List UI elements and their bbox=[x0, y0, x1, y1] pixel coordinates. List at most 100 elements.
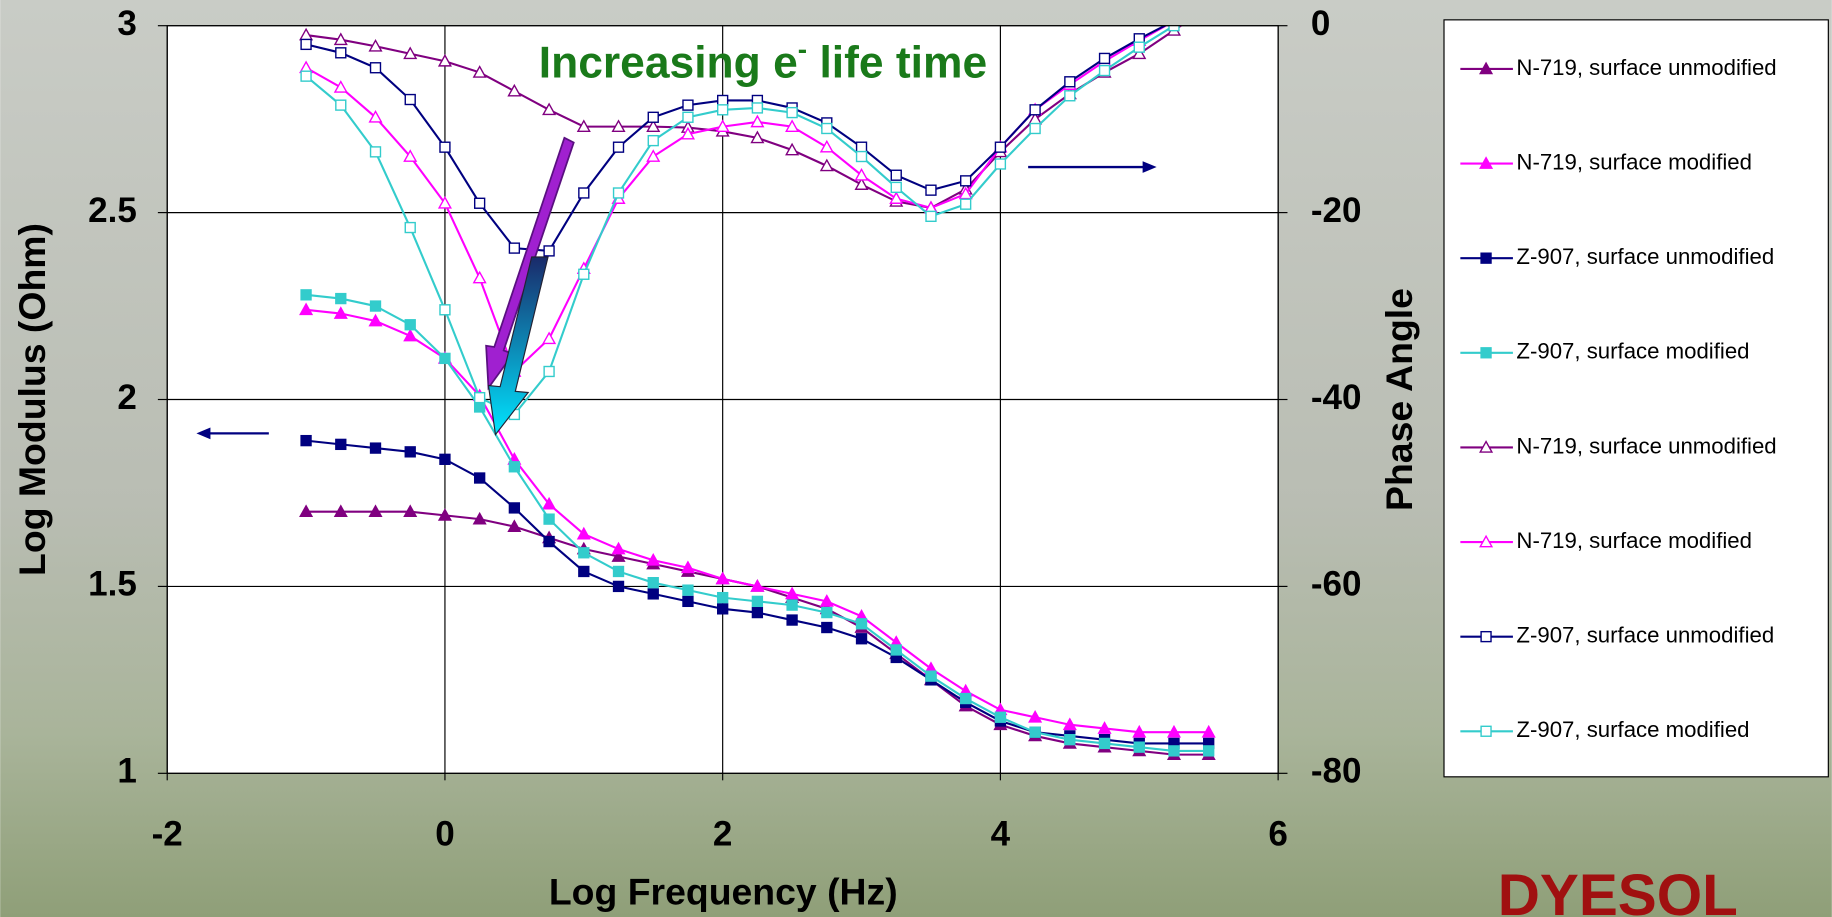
marker bbox=[1098, 52, 1111, 65]
marker bbox=[300, 434, 312, 447]
marker bbox=[369, 62, 382, 74]
marker bbox=[680, 126, 695, 140]
marker bbox=[508, 242, 521, 254]
marker bbox=[473, 472, 486, 484]
marker bbox=[647, 111, 659, 123]
y2-axis-title: Phase Angle bbox=[1378, 288, 1420, 511]
marker bbox=[1062, 717, 1077, 731]
marker bbox=[404, 221, 416, 234]
marker bbox=[682, 584, 694, 596]
marker bbox=[1133, 741, 1145, 753]
axis-arrow-head bbox=[1142, 161, 1157, 173]
marker bbox=[612, 187, 625, 199]
legend-marker bbox=[1479, 534, 1494, 548]
marker bbox=[1029, 104, 1041, 116]
legend-marker bbox=[1480, 347, 1492, 359]
y2-tick-label: -40 bbox=[1311, 378, 1362, 417]
y2-tick-label: -80 bbox=[1311, 752, 1362, 791]
marker bbox=[925, 184, 937, 196]
marker bbox=[994, 158, 1007, 170]
marker bbox=[647, 588, 659, 600]
x-tick-label: 4 bbox=[991, 815, 1011, 854]
legend-marker bbox=[1479, 440, 1494, 453]
marker bbox=[647, 577, 659, 589]
marker bbox=[785, 142, 800, 156]
marker bbox=[1098, 737, 1111, 750]
marker bbox=[819, 158, 834, 172]
legend-label: Z-907, surface unmodified bbox=[1516, 623, 1774, 648]
marker bbox=[751, 606, 764, 619]
marker bbox=[680, 560, 695, 574]
marker bbox=[785, 119, 800, 133]
marker bbox=[439, 453, 451, 465]
legend-marker bbox=[1480, 252, 1492, 264]
marker bbox=[403, 504, 418, 518]
marker bbox=[1201, 724, 1216, 738]
y2-tick-label: -60 bbox=[1311, 565, 1362, 604]
marker bbox=[890, 644, 902, 656]
marker bbox=[578, 187, 590, 199]
legend-marker bbox=[1479, 156, 1494, 169]
marker bbox=[439, 141, 451, 153]
legend-label: N-719, surface unmodified bbox=[1516, 55, 1776, 80]
marker bbox=[717, 104, 729, 116]
marker bbox=[1168, 25, 1180, 32]
marker bbox=[854, 167, 869, 181]
marker bbox=[682, 111, 694, 123]
marker bbox=[646, 552, 661, 566]
x-tick-label: -2 bbox=[152, 815, 183, 854]
marker bbox=[1064, 90, 1076, 102]
marker bbox=[403, 46, 418, 60]
marker bbox=[335, 438, 347, 451]
marker bbox=[855, 141, 868, 153]
marker bbox=[925, 670, 937, 682]
y-tick-label: 2 bbox=[117, 378, 136, 417]
marker bbox=[1166, 724, 1182, 738]
marker bbox=[333, 306, 348, 319]
logo: DYESOL bbox=[1498, 863, 1738, 917]
marker bbox=[819, 139, 834, 153]
life-time-arrow bbox=[487, 256, 549, 436]
marker bbox=[751, 595, 764, 608]
marker bbox=[1203, 745, 1215, 757]
marker bbox=[437, 195, 452, 209]
marker bbox=[543, 535, 555, 548]
marker bbox=[682, 595, 694, 608]
marker bbox=[1029, 122, 1041, 135]
legend-marker bbox=[1480, 630, 1492, 643]
marker bbox=[854, 177, 869, 190]
legend-label: Z-907, surface unmodified bbox=[1516, 244, 1774, 269]
marker bbox=[404, 319, 416, 331]
marker bbox=[333, 504, 348, 518]
legend-label: Z-907, surface modified bbox=[1516, 339, 1749, 364]
marker bbox=[472, 511, 487, 525]
y2-tick-label: 0 bbox=[1311, 4, 1330, 43]
marker bbox=[368, 504, 383, 518]
y2-tick-label: -20 bbox=[1311, 191, 1362, 230]
marker bbox=[1028, 709, 1043, 723]
marker bbox=[576, 526, 591, 540]
marker bbox=[542, 102, 557, 116]
marker bbox=[646, 149, 661, 162]
marker bbox=[472, 270, 487, 284]
plot-frame bbox=[166, 25, 1279, 774]
y-tick-label: 1.5 bbox=[88, 565, 137, 604]
marker bbox=[472, 65, 487, 78]
marker bbox=[439, 304, 451, 316]
marker bbox=[611, 549, 626, 562]
marker bbox=[786, 106, 798, 119]
marker bbox=[542, 496, 557, 510]
marker bbox=[717, 603, 729, 615]
marker bbox=[821, 606, 833, 619]
marker bbox=[543, 513, 555, 525]
marker bbox=[819, 594, 834, 607]
marker bbox=[994, 711, 1007, 723]
marker bbox=[1064, 76, 1076, 88]
marker bbox=[437, 508, 452, 521]
marker bbox=[369, 300, 382, 312]
marker bbox=[368, 38, 383, 52]
legend-marker bbox=[1480, 725, 1492, 737]
marker bbox=[333, 80, 348, 93]
marker bbox=[543, 365, 555, 378]
